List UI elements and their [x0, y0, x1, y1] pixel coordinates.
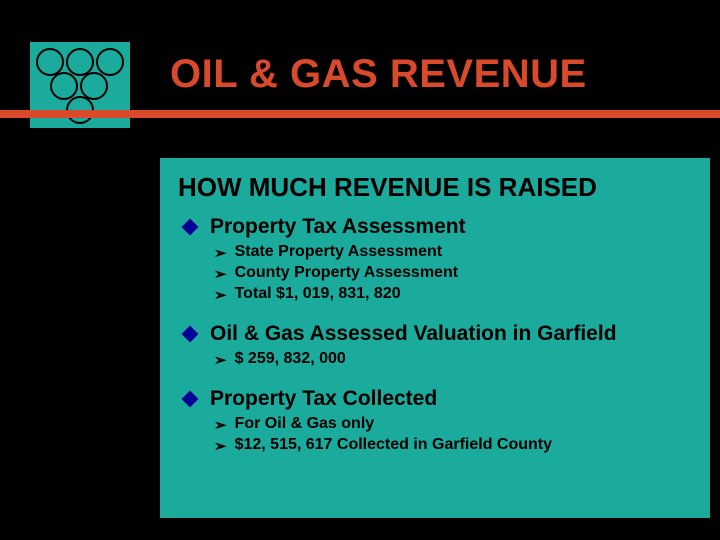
level2-text: Total $1, 019, 831, 820 [235, 285, 401, 303]
sub-list-item: ➢ For Oil & Gas only [214, 415, 692, 434]
chevron-bullet-icon: ➢ [214, 265, 227, 283]
diamond-bullet-icon [182, 326, 199, 343]
logo-circle [50, 72, 78, 100]
level2-text: State Property Assessment [235, 243, 443, 261]
logo-circle [96, 48, 124, 76]
chevron-bullet-icon: ➢ [214, 244, 227, 262]
sub-list-item: ➢ $ 259, 832, 000 [214, 350, 692, 369]
diamond-bullet-icon [182, 219, 199, 236]
chevron-bullet-icon: ➢ [214, 416, 227, 434]
level1-text: Oil & Gas Assessed Valuation in Garfield [210, 322, 617, 346]
list-item: Oil & Gas Assessed Valuation in Garfield [178, 322, 692, 346]
sub-list-item: ➢ State Property Assessment [214, 243, 692, 262]
sub-list-item: ➢ Total $1, 019, 831, 820 [214, 285, 692, 304]
list-item: Property Tax Assessment [178, 215, 692, 239]
content-box: HOW MUCH REVENUE IS RAISED Property Tax … [160, 158, 710, 518]
slide-title: OIL & GAS REVENUE [170, 52, 587, 97]
chevron-bullet-icon: ➢ [214, 437, 227, 455]
level1-text: Property Tax Assessment [210, 215, 466, 239]
level2-text: County Property Assessment [235, 264, 458, 282]
title-underline [0, 110, 720, 118]
sub-list-item: ➢ County Property Assessment [214, 264, 692, 283]
level2-text: For Oil & Gas only [235, 415, 375, 433]
list-item: Property Tax Collected [178, 387, 692, 411]
chevron-bullet-icon: ➢ [214, 286, 227, 304]
diamond-bullet-icon [182, 391, 199, 408]
chevron-bullet-icon: ➢ [214, 351, 227, 369]
level2-text: $ 259, 832, 000 [235, 350, 346, 368]
level1-text: Property Tax Collected [210, 387, 437, 411]
sub-list-item: ➢ $12, 515, 617 Collected in Garfield Co… [214, 436, 692, 455]
slide-subtitle: HOW MUCH REVENUE IS RAISED [178, 172, 692, 203]
level2-text: $12, 515, 617 Collected in Garfield Coun… [235, 436, 552, 454]
